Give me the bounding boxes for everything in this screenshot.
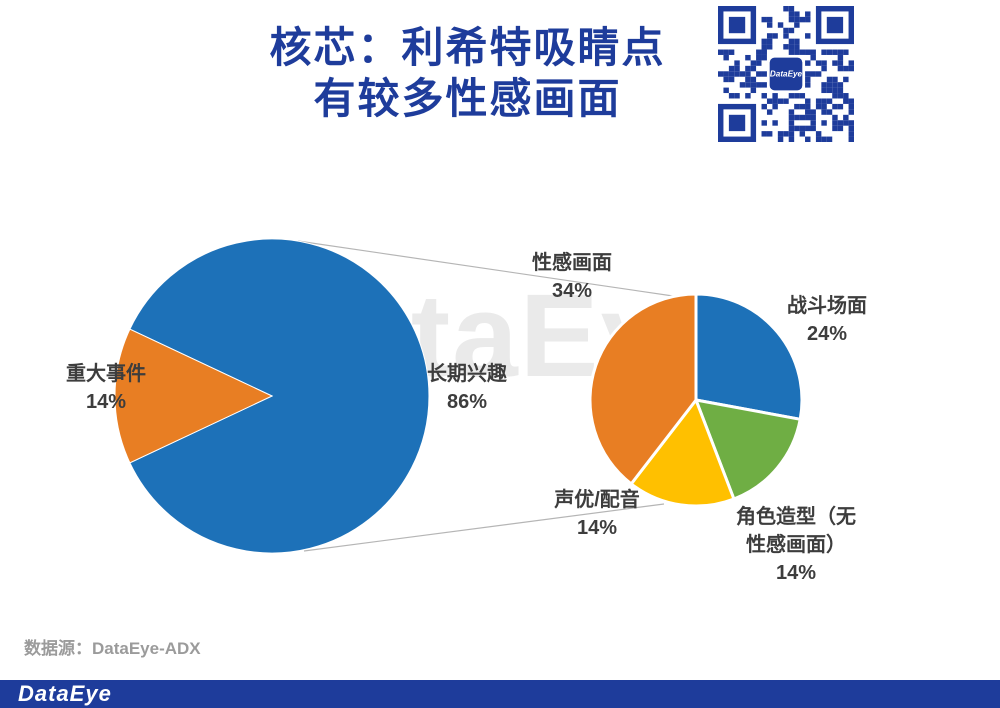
label-sexy-scenes: 性感画面 34% [532, 249, 612, 305]
slice-percent: 14% [576, 517, 618, 539]
slice-label: 声优/配音 [554, 489, 640, 511]
page-title-line1: 核芯：利希特吸睛点 [269, 24, 666, 71]
slice-label: 战斗场面 [787, 295, 867, 317]
label-long-term-interest: 长期兴趣 86% [427, 360, 507, 416]
pie-slice-overall-attention-split-1 [114, 328, 274, 464]
slice-label: 性感画面 [532, 252, 612, 274]
slice-percent: 34% [551, 280, 593, 302]
pie-slice-long-term-interest-breakdown-3 [588, 292, 698, 487]
footer-bar: DataEye [0, 680, 1000, 708]
label-voice-acting: 声优/配音 14% [554, 486, 640, 542]
connector-line [297, 240, 674, 297]
slice-percent: 14% [85, 391, 127, 413]
pie-slice-overall-attention-split-0 [129, 238, 430, 554]
pie-slice-long-term-interest-breakdown-0 [694, 292, 804, 422]
data-source-text: 数据源：DataEye-ADX [24, 639, 201, 658]
page-title: 核芯：利希特吸睛点 有较多性感画面 [0, 22, 935, 124]
qr-code-icon: DataEye [718, 6, 854, 142]
label-major-events: 重大事件 14% [66, 360, 146, 416]
slice-label: 重大事件 [66, 363, 146, 385]
slice-label: 角色造型（无性感画面） [736, 506, 856, 556]
slice-percent: 86% [446, 391, 488, 413]
page-title-line2: 有较多性感画面 [313, 75, 622, 122]
label-battle-scenes: 战斗场面 24% [787, 292, 867, 348]
label-character-design: 角色造型（无性感画面） 14% [732, 503, 860, 587]
slice-percent: 24% [806, 323, 848, 345]
slice-label: 长期兴趣 [427, 363, 507, 385]
connector-line [303, 503, 665, 552]
qr-center-logo-text: DataEye [770, 69, 803, 78]
slice-percent: 14% [775, 562, 817, 584]
pie-slice-long-term-interest-breakdown-2 [629, 396, 736, 508]
brand-logo: DataEye [18, 681, 112, 706]
pie-slice-long-term-interest-breakdown-1 [693, 398, 802, 501]
